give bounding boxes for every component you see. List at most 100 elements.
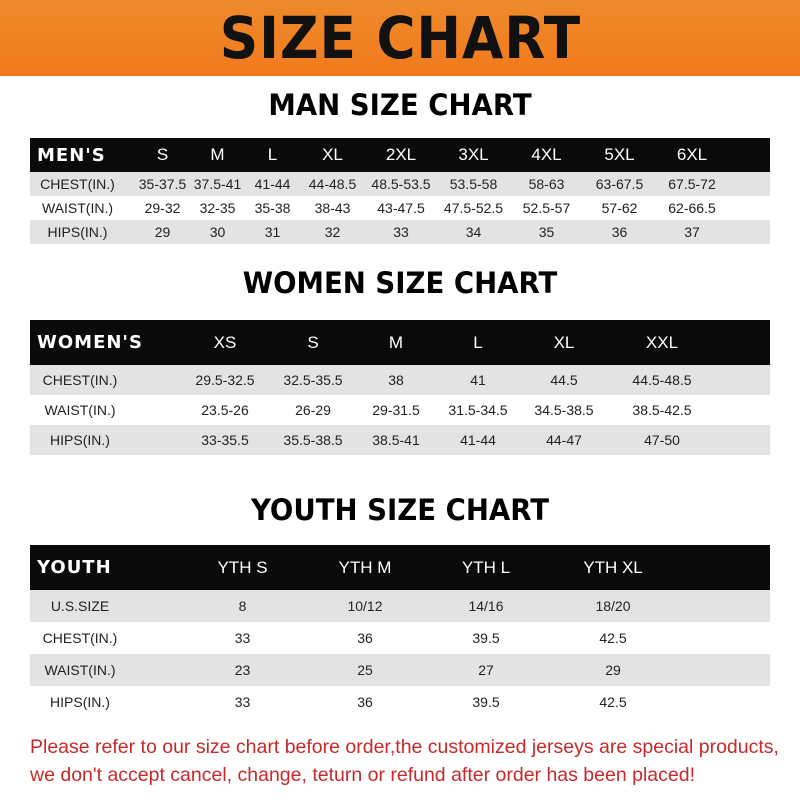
table-cell: 34.5-38.5 — [534, 402, 594, 418]
row-label: U.S.SIZE — [50, 598, 110, 614]
size-s: S — [307, 332, 319, 352]
table-cell: 23 — [234, 662, 251, 678]
youth-header-label: YOUTH — [37, 557, 112, 578]
size-2xl: 2XL — [385, 145, 417, 164]
table-row: HIPS(IN.) 29 30 31 32 33 34 35 36 37 — [30, 220, 770, 244]
row-label: CHEST(IN.) — [42, 372, 118, 388]
table-cell: 44-48.5 — [308, 176, 357, 192]
table-row: WAIST(IN.) 29-32 32-35 35-38 38-43 43-47.5 47.… — [30, 196, 770, 220]
women-size-table: WOMEN'S XS S M L XL XXL CHEST(IN.) 29.5-32.5 32.5… — [30, 320, 770, 455]
table-cell: 57-62 — [601, 200, 638, 216]
table-cell: 18/20 — [595, 598, 631, 614]
table-cell: 29 — [605, 662, 621, 678]
size-3xl: 3XL — [458, 145, 489, 164]
table-cell: 44.5-48.5 — [632, 372, 692, 388]
women-header-row: WOMEN'S XS S M L XL XXL — [30, 320, 770, 365]
table-cell: 33 — [234, 694, 251, 710]
table-cell: 10/12 — [347, 598, 383, 614]
row-label: HIPS(IN.) — [50, 432, 110, 448]
row-label: WAIST(IN.) — [44, 402, 116, 418]
table-cell: 29-32 — [144, 200, 181, 216]
table-cell: 41-44 — [460, 432, 496, 448]
women-header-label: WOMEN'S — [37, 332, 143, 353]
table-row: CHEST(IN.) 35-37.5 37.5-41 41-44 44-48.5 48.5… — [30, 172, 770, 196]
size-xs: XS — [213, 332, 237, 352]
table-cell: 35.5-38.5 — [283, 432, 343, 448]
table-cell: 62-66.5 — [668, 200, 716, 216]
row-label: CHEST(IN.) — [42, 630, 118, 646]
table-cell: 42.5 — [599, 694, 627, 710]
table-cell: 48.5-53.5 — [371, 176, 431, 192]
table-row: HIPS(IN.) 33-35.5 35.5-38.5 38.5-41 41-44 44-… — [30, 425, 770, 455]
size-chart-banner: SIZE CHART — [0, 0, 800, 76]
table-cell: 42.5 — [599, 630, 627, 646]
table-cell: 29.5-32.5 — [195, 372, 255, 388]
table-row: U.S.SIZE 8 10/12 14/16 18/20 — [30, 590, 770, 622]
table-cell: 38.5-41 — [372, 432, 420, 448]
youth-chart-title: YOUTH SIZE CHART — [250, 493, 550, 527]
table-cell: 26-29 — [295, 402, 331, 418]
table-cell: 25 — [357, 662, 373, 678]
table-cell: 38.5-42.5 — [632, 402, 692, 418]
youth-size-table: YOUTH YTH S YTH M YTH L YTH XL U.S.SIZE 8 10/12… — [30, 545, 770, 718]
table-cell: 39.5 — [472, 694, 500, 710]
table-cell: 41 — [470, 372, 486, 388]
table-row: WAIST(IN.) 23 25 27 29 — [30, 654, 770, 686]
women-chart-title: WOMEN SIZE CHART — [242, 266, 558, 300]
size-l: L — [267, 145, 278, 164]
row-label: HIPS(IN.) — [50, 694, 110, 710]
men-size-table: MEN'S S M L XL 2XL 3XL 4XL 5XL 6XL CHEST(IN.) 35-37… — [30, 138, 770, 244]
notice-line-2: we don't accept cancel, change, teturn o… — [30, 764, 695, 786]
table-cell: 31 — [264, 224, 281, 240]
table-cell: 35 — [538, 224, 555, 240]
table-cell: 31.5-34.5 — [448, 402, 508, 418]
size-4xl: 4XL — [531, 145, 562, 164]
table-cell: 35-38 — [254, 200, 291, 216]
table-cell: 36 — [357, 630, 373, 646]
size-5xl: 5XL — [604, 145, 635, 164]
table-cell: 32-35 — [199, 200, 236, 216]
banner-title: SIZE CHART — [219, 4, 581, 72]
table-cell: 41-44 — [254, 176, 291, 192]
size-yth-l: YTH L — [461, 557, 511, 577]
table-row: HIPS(IN.) 33 36 39.5 42.5 — [30, 686, 770, 718]
order-notice: Please refer to our size chart before or… — [30, 733, 790, 789]
table-cell: 34 — [465, 224, 482, 240]
row-label: CHEST(IN.) — [40, 176, 115, 192]
table-cell: 29 — [154, 224, 171, 240]
table-cell: 32 — [324, 224, 341, 240]
size-m: M — [210, 145, 225, 164]
table-cell: 8 — [238, 598, 247, 614]
size-yth-xl: YTH XL — [583, 557, 643, 577]
table-cell: 30 — [209, 224, 226, 240]
size-yth-m: YTH M — [338, 557, 392, 577]
table-row: WAIST(IN.) 23.5-26 26-29 29-31.5 31.5-34.5 34… — [30, 395, 770, 425]
table-cell: 44-47 — [546, 432, 582, 448]
size-l: L — [473, 332, 483, 352]
size-m: M — [388, 332, 404, 352]
table-cell: 35-37.5 — [138, 176, 187, 192]
size-yth-s: YTH S — [217, 557, 268, 577]
table-cell: 37.5-41 — [193, 176, 242, 192]
men-header-label: MEN'S — [37, 144, 106, 166]
table-cell: 33 — [234, 630, 251, 646]
size-xl: XL — [553, 332, 575, 352]
table-cell: 52.5-57 — [522, 200, 571, 216]
table-cell: 53.5-58 — [449, 176, 498, 192]
table-cell: 44.5 — [550, 372, 578, 388]
row-label: WAIST(IN.) — [44, 662, 116, 678]
table-cell: 33 — [393, 224, 409, 240]
table-cell: 32.5-35.5 — [283, 372, 343, 388]
table-cell: 43-47.5 — [377, 200, 425, 216]
table-cell: 38-43 — [314, 200, 351, 216]
table-cell: 33-35.5 — [201, 432, 249, 448]
table-cell: 63-67.5 — [595, 176, 644, 192]
table-cell: 23.5-26 — [201, 402, 249, 418]
table-cell: 36 — [357, 694, 373, 710]
size-6xl: 6XL — [676, 145, 708, 164]
table-cell: 58-63 — [528, 176, 565, 192]
size-xl: XL — [322, 145, 343, 164]
row-label: WAIST(IN.) — [41, 200, 114, 216]
table-cell: 27 — [478, 662, 494, 678]
table-row: CHEST(IN.) 33 36 39.5 42.5 — [30, 622, 770, 654]
